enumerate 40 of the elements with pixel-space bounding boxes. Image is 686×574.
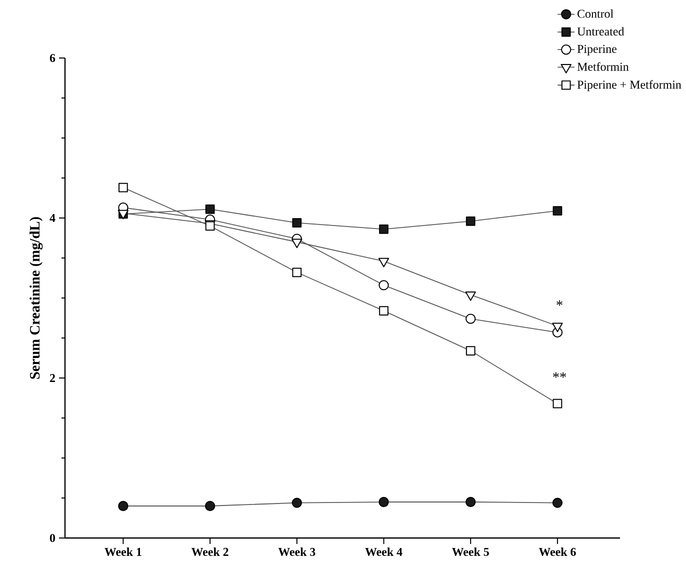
y-axis-title: Serum Creatinine (mg/dL) — [30, 217, 43, 379]
point — [466, 496, 476, 508]
y-tick-label: 4 — [50, 214, 56, 222]
point — [552, 322, 563, 332]
point — [118, 500, 128, 512]
point — [378, 496, 389, 508]
point — [378, 258, 390, 268]
annotation: ** — [553, 372, 566, 378]
point — [292, 498, 302, 508]
point — [466, 346, 476, 356]
point — [379, 224, 388, 234]
annotation: * — [556, 300, 562, 306]
point — [552, 398, 562, 408]
point — [205, 204, 215, 214]
x-tick-label: Week 5 — [452, 548, 489, 556]
point — [292, 218, 302, 228]
x-tick-label: Week 3 — [278, 548, 316, 556]
legend-label: Untreated — [577, 27, 624, 36]
point — [292, 268, 302, 278]
legend-label: Piperine + Metformin — [577, 80, 682, 92]
legend-label: Piperine — [577, 44, 616, 56]
y-tick-label: 6 — [50, 54, 56, 62]
legend-label: Control — [578, 9, 614, 18]
y-tick-label: 0 — [50, 534, 56, 542]
y-tick-label: 2 — [50, 374, 55, 382]
point — [465, 292, 476, 301]
point — [552, 206, 562, 216]
x-tick-label: Week 1 — [104, 548, 142, 556]
point — [204, 500, 216, 512]
point — [378, 280, 389, 290]
x-tick-label: Week 4 — [365, 548, 402, 556]
point — [552, 498, 563, 508]
point — [379, 306, 388, 316]
x-tick-label: Week 2 — [191, 548, 228, 556]
legend-label: Metformin — [577, 62, 629, 71]
point — [466, 216, 476, 226]
x-tick-label: Week 6 — [538, 548, 576, 556]
point — [118, 182, 128, 192]
point — [292, 238, 302, 248]
point — [466, 314, 476, 324]
